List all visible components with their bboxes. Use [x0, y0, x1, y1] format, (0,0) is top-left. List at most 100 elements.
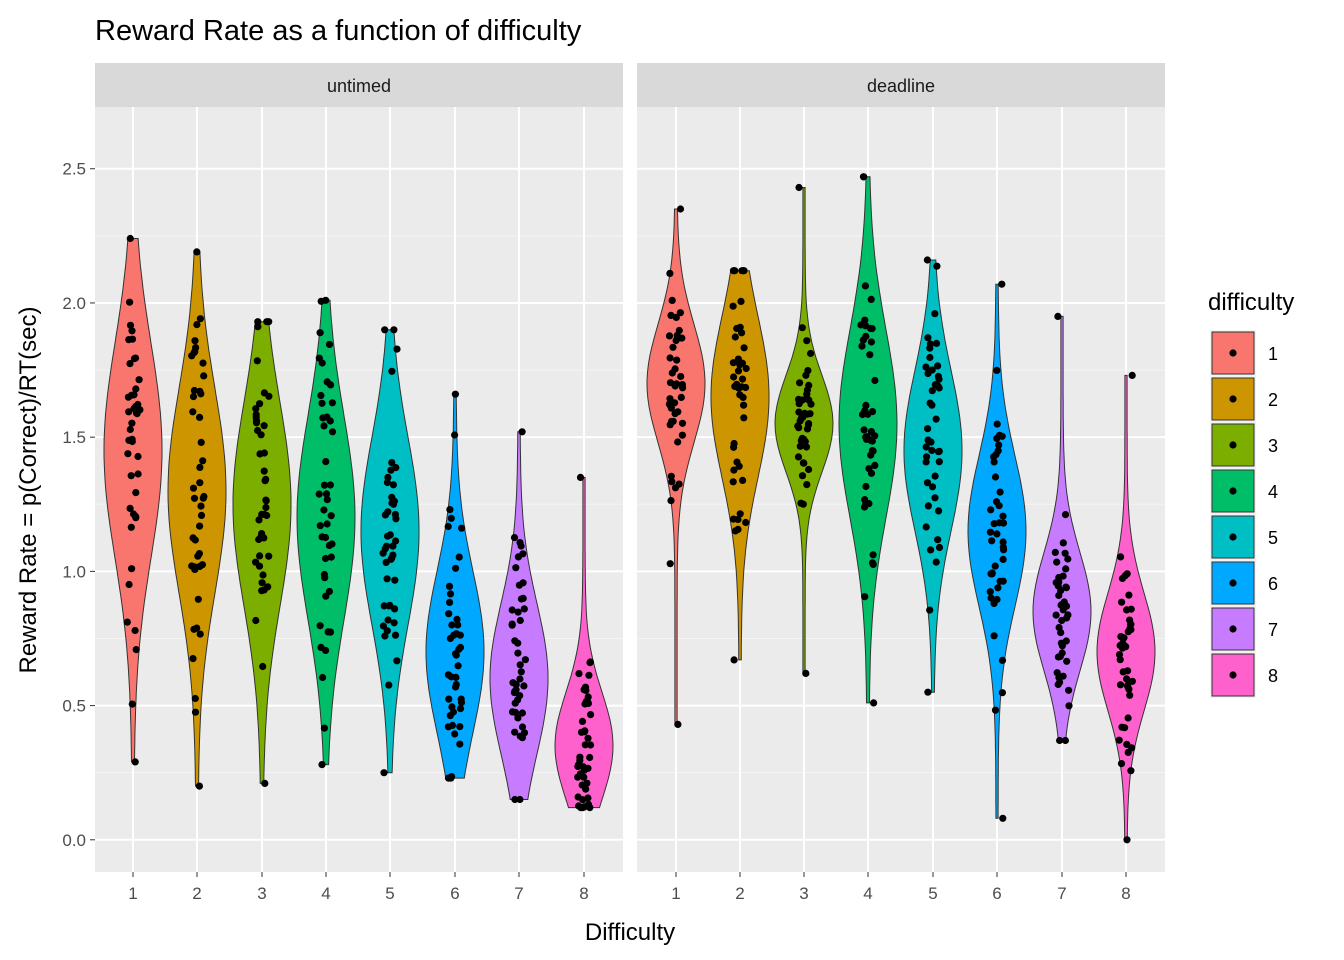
data-point — [451, 390, 459, 398]
data-point — [256, 400, 264, 408]
data-point — [798, 324, 806, 332]
data-point — [320, 422, 328, 430]
data-point — [666, 395, 674, 403]
data-point — [194, 595, 202, 603]
facet-label: deadline — [867, 76, 935, 96]
data-point — [796, 442, 804, 450]
data-point — [518, 723, 527, 731]
data-point — [262, 496, 270, 504]
data-point — [384, 473, 392, 481]
data-point — [126, 234, 134, 243]
data-point — [1059, 539, 1067, 547]
data-point — [1116, 681, 1125, 689]
data-point — [320, 506, 328, 514]
facet-label: untimed — [327, 76, 391, 96]
data-point — [586, 659, 594, 667]
data-point — [733, 324, 741, 333]
data-point — [678, 381, 687, 389]
data-point — [316, 622, 324, 630]
data-point — [796, 379, 804, 387]
data-point — [258, 579, 266, 587]
data-point — [729, 302, 737, 310]
data-point — [384, 616, 392, 624]
facet-strip — [95, 63, 623, 107]
data-point — [1125, 591, 1133, 599]
data-point — [315, 490, 323, 498]
data-point — [799, 396, 807, 404]
data-point — [586, 753, 594, 762]
data-point — [738, 329, 746, 337]
data-point — [677, 393, 685, 401]
data-point — [518, 709, 527, 717]
x-tick-label: 4 — [863, 884, 872, 903]
data-point — [456, 740, 464, 748]
data-point — [388, 459, 396, 467]
data-point — [444, 522, 452, 531]
data-point — [393, 657, 401, 665]
data-point — [1127, 767, 1135, 775]
data-point — [742, 383, 750, 392]
data-point — [252, 558, 260, 566]
data-point — [130, 355, 139, 363]
data-point — [991, 473, 1000, 481]
violin-deadline-3 — [774, 187, 834, 674]
data-point — [392, 464, 400, 472]
data-point — [134, 470, 142, 478]
data-point — [260, 422, 268, 430]
data-point — [323, 496, 331, 504]
data-point — [319, 673, 327, 682]
data-point — [256, 450, 264, 458]
data-point — [993, 366, 1001, 374]
data-point — [1055, 623, 1063, 632]
data-point — [191, 337, 199, 345]
data-point — [197, 511, 206, 519]
data-point — [922, 458, 930, 466]
facet-strip — [637, 63, 1165, 107]
data-point — [867, 469, 876, 477]
data-point — [198, 561, 206, 569]
data-point — [444, 774, 453, 782]
data-point — [994, 447, 1002, 455]
data-point — [1116, 656, 1124, 664]
x-axis-title: Difficulty — [585, 919, 675, 946]
data-point — [668, 296, 676, 304]
data-point — [666, 354, 674, 362]
x-tick-label: 6 — [992, 884, 1001, 903]
data-point — [1059, 672, 1067, 680]
legend-title: difficulty — [1208, 289, 1294, 316]
data-point — [863, 433, 871, 441]
data-point — [923, 256, 932, 264]
data-point — [196, 479, 204, 487]
data-point — [318, 761, 326, 769]
data-point — [516, 675, 524, 683]
data-point — [671, 365, 679, 373]
data-point — [511, 728, 519, 736]
data-point — [1053, 558, 1061, 566]
data-point — [126, 360, 134, 368]
data-point — [734, 355, 743, 363]
data-point — [257, 533, 265, 541]
data-point — [263, 318, 271, 326]
data-point — [668, 478, 676, 486]
legend-label: 6 — [1268, 574, 1278, 594]
data-point — [673, 356, 681, 364]
data-point — [859, 173, 868, 181]
data-point — [379, 549, 387, 557]
data-point — [448, 703, 456, 711]
data-point — [511, 795, 519, 804]
data-point — [514, 714, 522, 722]
data-point — [669, 343, 677, 351]
data-point — [445, 582, 454, 591]
data-point — [322, 458, 330, 466]
data-point — [454, 621, 462, 629]
data-point — [1064, 555, 1072, 563]
data-point — [199, 457, 207, 465]
data-point — [574, 793, 582, 801]
data-point — [261, 477, 269, 485]
y-tick-label: 2.5 — [62, 160, 86, 179]
data-point — [1122, 643, 1130, 651]
data-point — [995, 441, 1003, 449]
data-point — [578, 717, 587, 726]
data-point — [322, 554, 330, 563]
